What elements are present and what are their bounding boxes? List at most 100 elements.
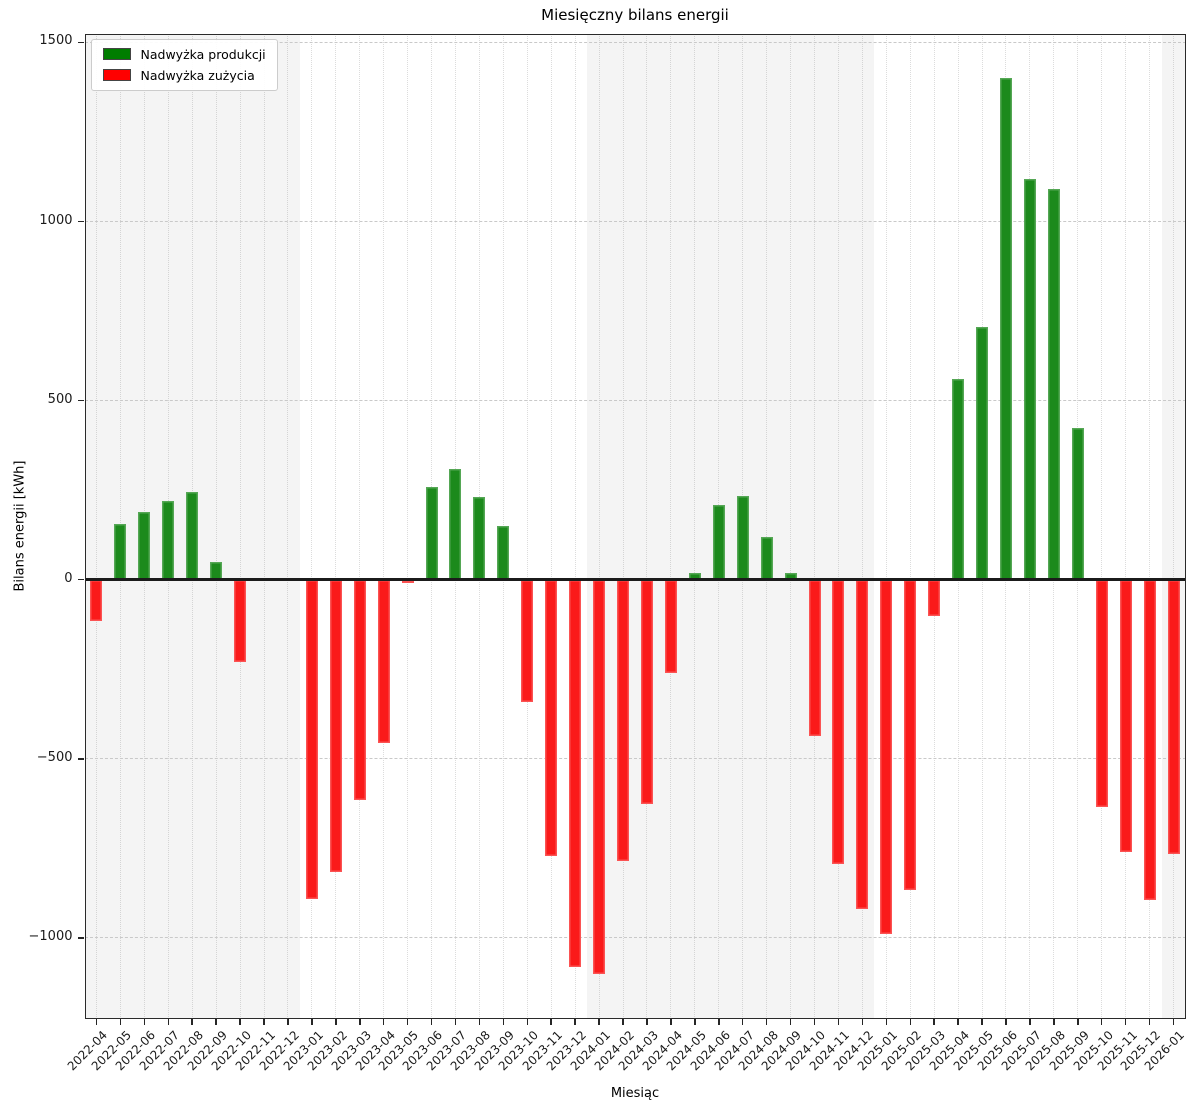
x-tick [1148,1018,1151,1025]
x-tick [789,1018,792,1025]
x-tick [646,1018,648,1025]
x-tick [502,1018,505,1025]
v-gridline [1149,33,1151,1019]
h-gridline [84,937,1186,939]
h-gridline [84,41,1186,43]
bar-2026-01 [1167,579,1180,854]
x-tick [167,1018,170,1025]
bar-2025-11 [1119,579,1132,852]
v-gridline [287,33,289,1019]
bar-2024-10 [808,579,821,736]
x-axis-label: Miesiąc [610,1086,660,1101]
bar-2022-10 [234,579,247,663]
legend: Nadwyżka produkcji Nadwyżka zużycia [90,38,278,91]
chart-title: Miesięczny bilans energii [541,6,729,24]
bar-2024-05 [688,572,701,580]
x-tick [454,1018,457,1025]
bar-2025-12 [1143,579,1156,901]
x-tick [813,1018,816,1025]
bar-2022-06 [138,511,151,580]
v-gridline [814,33,815,1019]
x-tick [909,1018,911,1025]
x-tick [382,1018,385,1025]
x-tick [885,1018,888,1025]
bar-2024-06 [712,504,725,580]
v-gridline [694,33,696,1019]
bar-2023-08 [473,497,486,580]
x-tick [95,1018,98,1025]
x-tick [478,1018,481,1025]
v-gridline [95,33,97,1019]
x-tick [1053,1018,1055,1025]
bar-2024-08 [760,536,773,580]
x-tick [718,1018,720,1025]
consumption-swatch-icon [102,69,131,81]
y-tick [78,578,84,581]
v-gridline [670,33,672,1019]
bar-2023-06 [425,486,438,580]
y-tick-label: 0 [64,570,73,586]
x-tick [837,1018,840,1025]
x-tick [215,1018,217,1025]
bar-2025-02 [904,579,917,890]
bar-2023-02 [329,579,342,872]
x-tick [287,1018,289,1025]
x-tick [1029,1018,1031,1025]
y-tick [78,758,84,760]
year-band-2024 [587,33,875,1019]
bar-2023-03 [353,579,366,800]
x-tick [263,1018,265,1025]
v-gridline [766,33,768,1019]
bar-2023-09 [497,526,510,580]
v-gridline [909,33,911,1019]
legend-label-consumption: Nadwyżka zużycia [140,67,255,83]
bar-2023-05 [401,579,414,584]
x-tick [550,1018,552,1025]
bar-2024-02 [617,579,630,861]
v-gridline [311,33,313,1019]
y-tick [78,937,84,939]
zero-line [84,578,1186,581]
x-tick [1124,1018,1127,1025]
bar-2022-07 [162,500,175,580]
bar-2025-06 [999,78,1012,580]
plot-area: Nadwyżka produkcji Nadwyżka zużycia [84,33,1186,1019]
x-tick [1100,1018,1103,1025]
v-gridline [239,33,241,1019]
bar-2025-07 [1023,178,1036,580]
bar-2024-09 [784,572,797,580]
bar-2022-05 [114,524,127,580]
x-tick [1005,1018,1007,1025]
x-tick [1172,1018,1175,1025]
v-gridline [1173,33,1175,1019]
h-gridline [84,758,1186,760]
y-tick-label: −1000 [28,928,73,944]
v-gridline [790,33,792,1019]
v-gridline [335,33,337,1019]
bar-2022-09 [210,561,223,580]
x-tick [406,1018,409,1025]
x-tick [143,1018,146,1025]
x-tick [335,1018,337,1025]
x-tick [981,1018,983,1025]
h-gridline [84,400,1186,402]
v-gridline [359,33,361,1019]
v-gridline [622,33,624,1019]
y-tick [78,220,84,223]
y-tick-label: 1000 [39,212,73,228]
x-tick [1077,1018,1079,1025]
x-tick [191,1018,193,1025]
y-tick-label: −500 [36,749,73,765]
h-gridline [84,221,1186,223]
v-gridline [215,33,217,1019]
bar-2024-07 [736,495,749,580]
v-gridline [933,33,935,1019]
v-gridline [1125,33,1127,1019]
bar-2025-04 [952,379,965,580]
x-tick [598,1018,600,1025]
v-gridline [837,33,839,1019]
v-gridline [526,33,528,1019]
v-gridline [646,33,648,1019]
y-tick-label: 500 [47,391,73,407]
legend-label-production: Nadwyżka produkcji [140,46,266,62]
